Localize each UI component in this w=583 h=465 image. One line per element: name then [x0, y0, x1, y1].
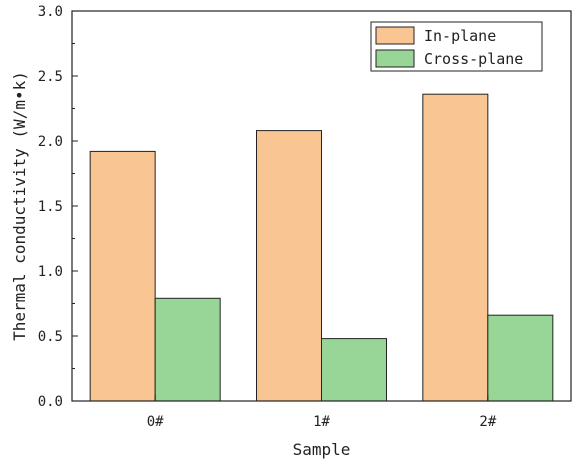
y-tick-label: 2.5	[38, 69, 63, 85]
bar-in-plane-0	[89, 150, 156, 402]
y-tick-label: 2.0	[38, 134, 63, 150]
y-tick-label: 0.5	[38, 329, 63, 345]
legend-label-cross-plane: Cross-plane	[424, 50, 523, 68]
x-tick-label: 1#	[313, 414, 330, 430]
bar-in-plane-1	[256, 130, 322, 402]
x-axis: 0# 1# 2#	[147, 395, 497, 430]
bar-cross-plane-2	[487, 314, 554, 402]
y-tick-label: 1.0	[38, 264, 63, 280]
x-tick-label: 2#	[479, 414, 496, 430]
y-axis: 0.0 0.5 1.0 1.5 2.0 2.5 3.0	[38, 4, 78, 410]
bar-cross-plane-0	[154, 297, 221, 402]
y-axis-label: Thermal conductivity (W/m•k)	[10, 71, 29, 341]
y-tick-label: 0.0	[38, 394, 63, 410]
bars-layer	[89, 93, 554, 402]
y-tick-label: 3.0	[38, 4, 63, 20]
bar-in-plane-2	[422, 93, 489, 402]
x-tick-label: 0#	[147, 414, 164, 430]
legend-swatch-in-plane	[375, 26, 415, 45]
x-axis-label: Sample	[293, 440, 351, 459]
legend: In-plane Cross-plane	[370, 21, 543, 72]
y-tick-label: 1.5	[38, 199, 63, 215]
bar-cross-plane-1	[321, 338, 387, 402]
legend-label-in-plane: In-plane	[424, 27, 496, 45]
legend-swatch-cross-plane	[375, 49, 415, 68]
